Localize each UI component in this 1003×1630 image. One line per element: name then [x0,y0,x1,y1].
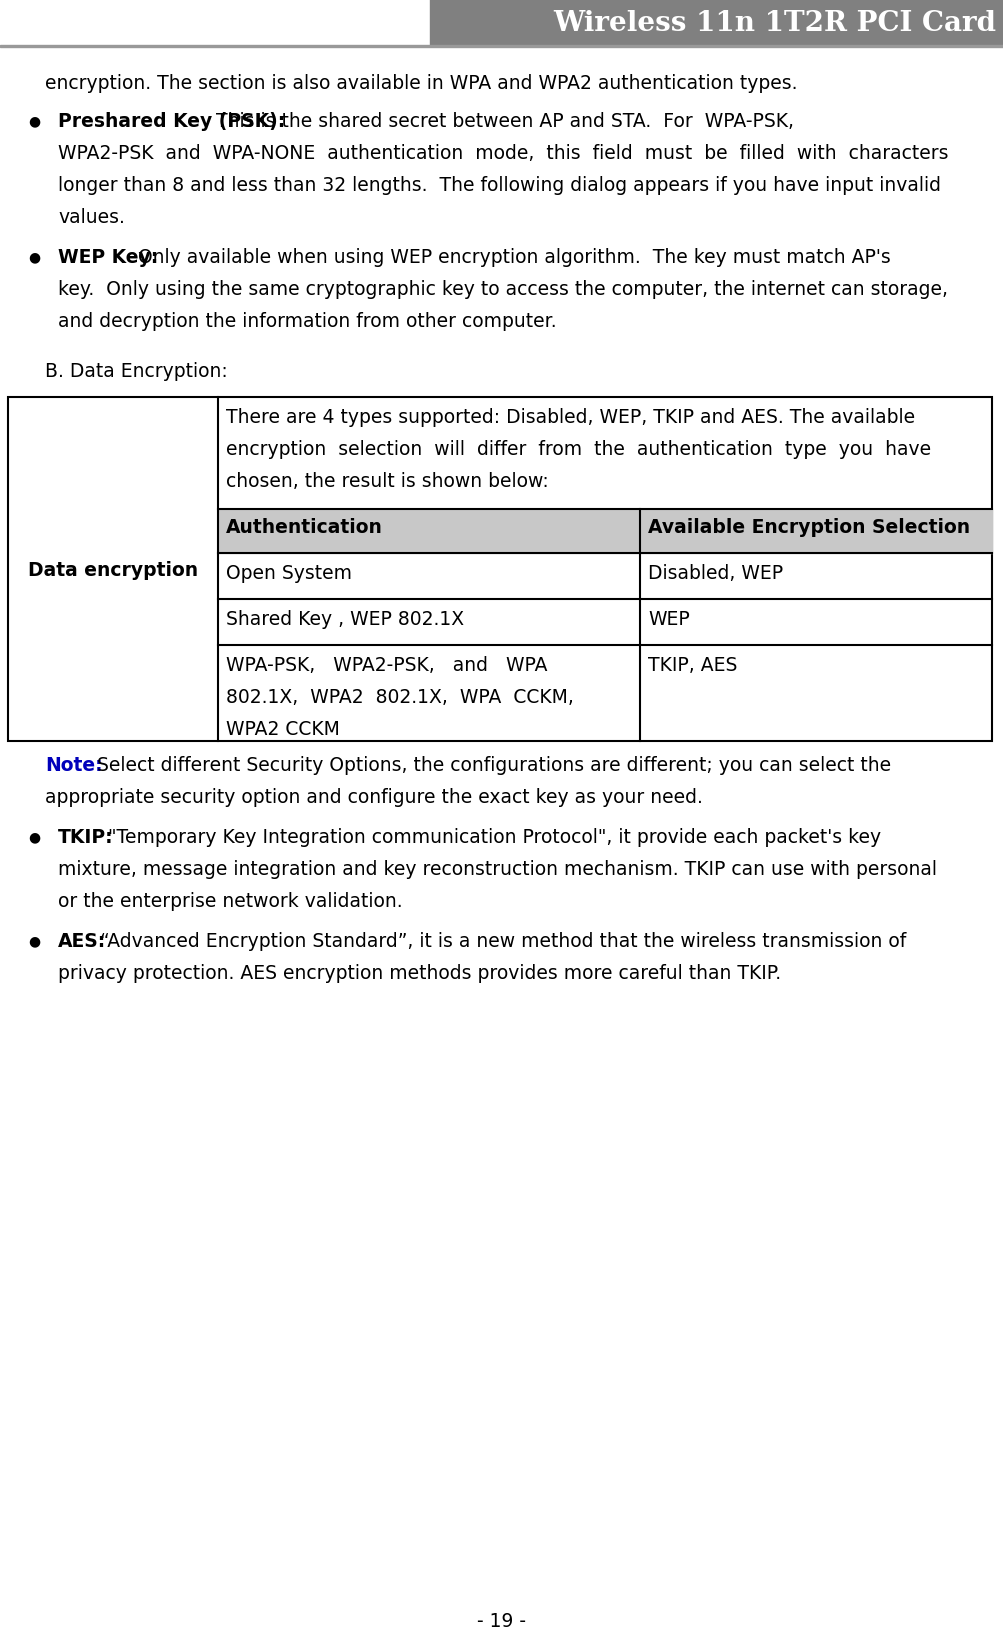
Text: AES:: AES: [58,931,106,950]
Text: longer than 8 and less than 32 lengths.  The following dialog appears if you hav: longer than 8 and less than 32 lengths. … [58,176,940,196]
Text: privacy protection. AES encryption methods provides more careful than TKIP.: privacy protection. AES encryption metho… [58,963,780,983]
Bar [8,398,991,742]
Text: Disabled, WEP: Disabled, WEP [647,564,782,582]
Text: encryption. The section is also available in WPA and WPA2 authentication types.: encryption. The section is also availabl… [45,73,796,93]
Text: B. Data Encryption:: B. Data Encryption: [45,362,228,381]
Text: Authentication: Authentication [226,518,382,536]
Text: key.  Only using the same cryptographic key to access the computer, the internet: key. Only using the same cryptographic k… [58,280,947,298]
Text: WEP Key:: WEP Key: [58,248,158,267]
Text: Shared Key , WEP 802.1X: Shared Key , WEP 802.1X [226,610,463,629]
Text: or the enterprise network validation.: or the enterprise network validation. [58,892,402,911]
Text: This is the shared secret between AP and STA.  For  WPA-PSK,: This is the shared secret between AP and… [216,112,793,130]
Text: 802.1X,  WPA2  802.1X,  WPA  CCKM,: 802.1X, WPA2 802.1X, WPA CCKM, [226,688,574,706]
Bar [429,0,1003,46]
Text: WPA2 CCKM: WPA2 CCKM [226,719,340,738]
Text: Select different Security Options, the configurations are different; you can sel: Select different Security Options, the c… [97,756,891,774]
Text: "Temporary Key Integration communication Protocol", it provide each packet's key: "Temporary Key Integration communication… [108,828,881,846]
Text: Available Encryption Selection: Available Encryption Selection [647,518,969,536]
Text: Note:: Note: [45,756,102,774]
Text: appropriate security option and configure the exact key as your need.: appropriate security option and configur… [45,787,702,807]
Bar [0,46,1003,47]
Text: Wireless 11n 1T2R PCI Card: Wireless 11n 1T2R PCI Card [553,10,995,36]
Text: and decryption the information from other computer.: and decryption the information from othe… [58,311,556,331]
Text: “Advanced Encryption Standard”, it is a new method that the wireless transmissio: “Advanced Encryption Standard”, it is a … [100,931,906,950]
Text: ●: ● [28,249,40,264]
Text: ●: ● [28,934,40,947]
Text: values.: values. [58,209,124,227]
Text: Open System: Open System [226,564,352,582]
Text: WPA-PSK,   WPA2-PSK,   and   WPA: WPA-PSK, WPA2-PSK, and WPA [226,655,547,675]
Text: chosen, the result is shown below:: chosen, the result is shown below: [226,471,549,491]
Text: WPA2-PSK  and  WPA-NONE  authentication  mode,  this  field  must  be  filled  w: WPA2-PSK and WPA-NONE authentication mod… [58,143,948,163]
Text: encryption  selection  will  differ  from  the  authentication  type  you  have: encryption selection will differ from th… [226,440,930,458]
Text: mixture, message integration and key reconstruction mechanism. TKIP can use with: mixture, message integration and key rec… [58,859,936,879]
Text: TKIP, AES: TKIP, AES [647,655,736,675]
Text: Only available when using WEP encryption algorithm.  The key must match AP's: Only available when using WEP encryption… [137,248,890,267]
Text: TKIP:: TKIP: [58,828,113,846]
Text: Preshared Key (PSK):: Preshared Key (PSK): [58,112,285,130]
Text: ●: ● [28,830,40,843]
Bar [0,0,429,46]
Text: - 19 -: - 19 - [477,1610,526,1630]
Text: WEP: WEP [647,610,689,629]
Text: ●: ● [28,114,40,127]
Text: Data encryption: Data encryption [28,561,198,579]
Text: There are 4 types supported: Disabled, WEP, TKIP and AES. The available: There are 4 types supported: Disabled, W… [226,408,914,427]
Bar [218,510,991,554]
